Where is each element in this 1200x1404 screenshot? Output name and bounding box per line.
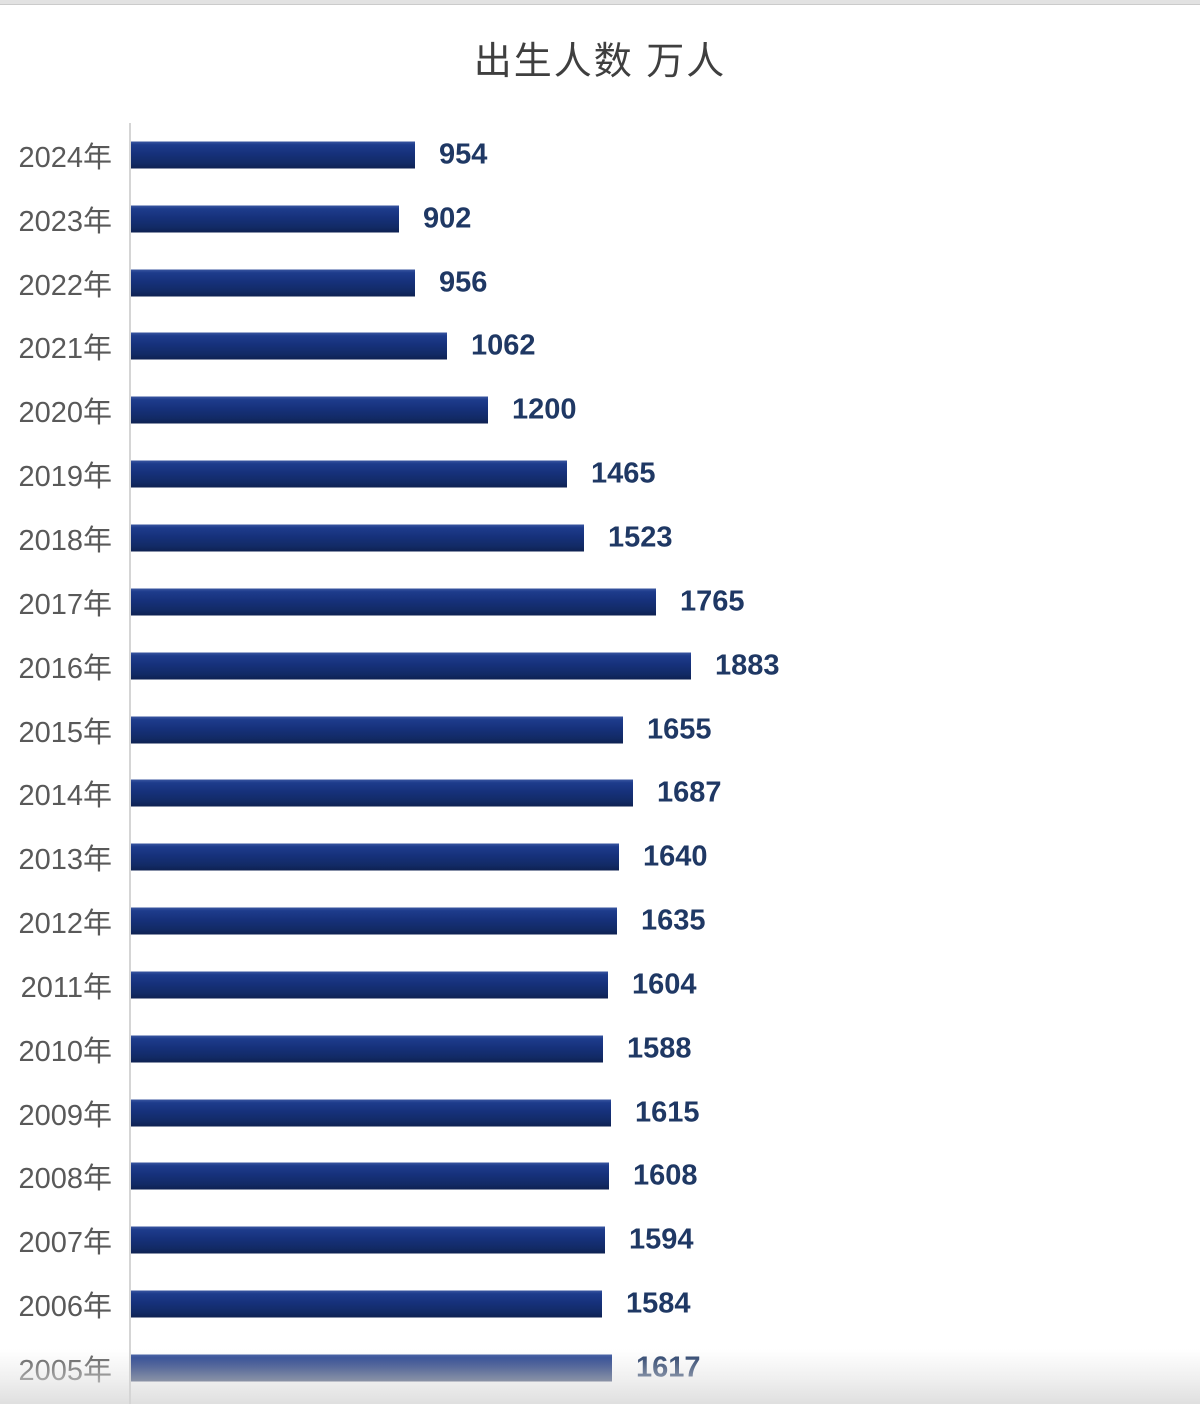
value-label: 1617 <box>636 1351 701 1384</box>
category-label: 2009年 <box>18 1099 112 1132</box>
bar <box>131 907 617 935</box>
bar-row: 2015年 1655 <box>0 698 1200 762</box>
bar-row: 2013年 1640 <box>0 825 1200 889</box>
bar-row: 2017年 1765 <box>0 570 1200 634</box>
category-label: 2010年 <box>18 1035 112 1068</box>
chart-title: 出生人数 万人 <box>473 41 727 83</box>
value-label: 1635 <box>641 904 706 937</box>
bar-row: 2011年 1604 <box>0 953 1200 1017</box>
value-label: 1687 <box>657 776 722 809</box>
bar-row: 2020年 1200 <box>0 378 1200 442</box>
value-label: 1062 <box>471 329 536 362</box>
bar <box>131 652 691 680</box>
bar <box>131 1099 611 1127</box>
bar <box>131 396 488 424</box>
bar <box>131 1290 602 1318</box>
category-label: 2023年 <box>18 205 112 238</box>
category-label: 2005年 <box>18 1354 112 1387</box>
value-label: 1523 <box>608 521 673 554</box>
bar-row: 2022年 956 <box>0 251 1200 315</box>
bar <box>131 971 608 999</box>
value-label: 902 <box>423 202 472 235</box>
category-label: 2013年 <box>18 844 112 877</box>
bar-row: 2010年 1588 <box>0 1017 1200 1081</box>
category-label: 2016年 <box>18 652 112 685</box>
bar <box>131 332 447 360</box>
value-label: 1200 <box>512 393 577 426</box>
bar <box>131 843 619 871</box>
bar-row: 2018年 1523 <box>0 506 1200 570</box>
value-label: 1584 <box>626 1287 691 1320</box>
bar <box>131 524 584 552</box>
bar <box>131 1162 609 1190</box>
bar-rows: 2024年 954 2023年 902 2022年 956 2021年 1062… <box>0 123 1200 1400</box>
bar-row: 2012年 1635 <box>0 889 1200 953</box>
y-axis-line <box>129 123 131 1404</box>
value-label: 1615 <box>635 1096 700 1129</box>
bar <box>131 716 623 744</box>
category-label: 2006年 <box>18 1291 112 1324</box>
category-label: 2008年 <box>18 1163 112 1196</box>
category-label: 2018年 <box>18 524 112 557</box>
bar-row: 2014年 1687 <box>0 761 1200 825</box>
value-label: 1883 <box>715 649 780 682</box>
category-label: 2014年 <box>18 780 112 813</box>
category-label: 2022年 <box>18 269 112 302</box>
category-label: 2021年 <box>18 333 112 366</box>
window-top-edge <box>0 0 1200 5</box>
bar-row: 2009年 1615 <box>0 1081 1200 1145</box>
bar-row: 2024年 954 <box>0 123 1200 187</box>
category-label: 2020年 <box>18 397 112 430</box>
value-label: 1594 <box>629 1223 694 1256</box>
bar-row: 2008年 1608 <box>0 1145 1200 1209</box>
category-label: 2007年 <box>18 1227 112 1260</box>
value-label: 954 <box>439 138 488 171</box>
category-label: 2019年 <box>18 461 112 494</box>
value-label: 1640 <box>643 840 708 873</box>
bar-row: 2007年 1594 <box>0 1208 1200 1272</box>
category-label: 2017年 <box>18 588 112 621</box>
bar-row: 2021年 1062 <box>0 315 1200 379</box>
bar <box>131 588 656 616</box>
value-label: 956 <box>439 266 488 299</box>
bar <box>131 1354 612 1382</box>
bar <box>131 779 633 807</box>
value-label: 1588 <box>627 1032 692 1065</box>
category-label: 2024年 <box>18 141 112 174</box>
bar-chart: 2024年 954 2023年 902 2022年 956 2021年 1062… <box>0 123 1200 1404</box>
bar <box>131 1226 605 1254</box>
value-label: 1465 <box>591 457 656 490</box>
value-label: 1604 <box>632 968 697 1001</box>
bar <box>131 205 399 233</box>
category-label: 2015年 <box>18 716 112 749</box>
category-label: 2012年 <box>18 908 112 941</box>
value-label: 1608 <box>633 1159 698 1192</box>
bar <box>131 269 415 297</box>
value-label: 1655 <box>647 713 712 746</box>
bar-row: 2006年 1584 <box>0 1272 1200 1336</box>
bar-row: 2016年 1883 <box>0 634 1200 698</box>
bar-row: 2023年 902 <box>0 187 1200 251</box>
value-label: 1765 <box>680 585 745 618</box>
bar <box>131 460 567 488</box>
bar-row: 2019年 1465 <box>0 442 1200 506</box>
category-label: 2011年 <box>20 971 112 1004</box>
bar <box>131 141 415 169</box>
bar-row: 2005年 1617 <box>0 1336 1200 1400</box>
bar <box>131 1035 603 1063</box>
